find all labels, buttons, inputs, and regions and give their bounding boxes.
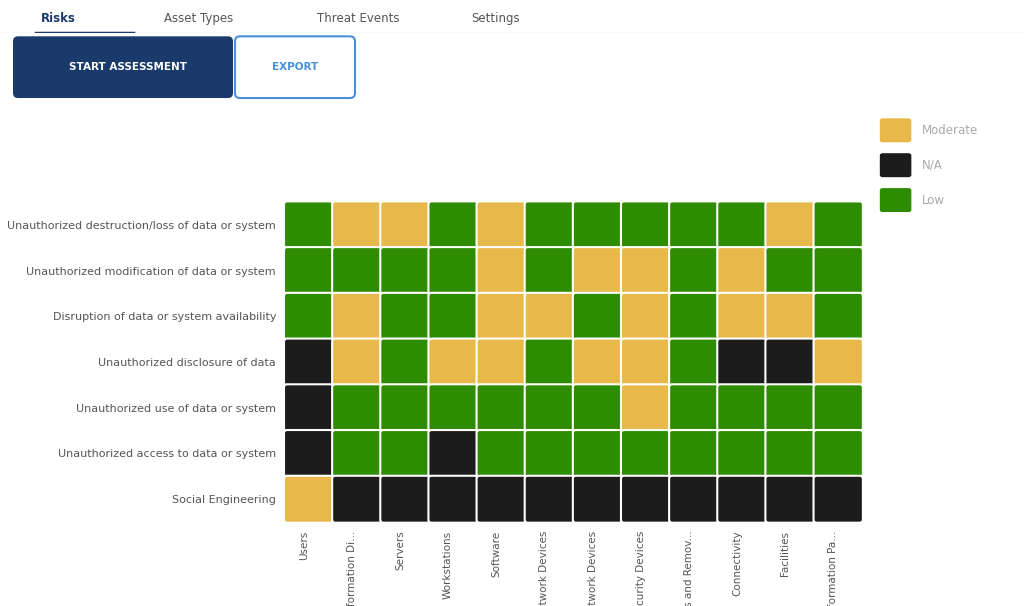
FancyBboxPatch shape xyxy=(813,476,863,523)
FancyBboxPatch shape xyxy=(669,384,719,431)
FancyBboxPatch shape xyxy=(572,430,623,477)
FancyBboxPatch shape xyxy=(880,153,911,177)
FancyBboxPatch shape xyxy=(284,476,334,523)
FancyBboxPatch shape xyxy=(765,384,815,431)
FancyBboxPatch shape xyxy=(621,476,671,523)
FancyBboxPatch shape xyxy=(476,339,526,385)
FancyBboxPatch shape xyxy=(572,384,623,431)
FancyBboxPatch shape xyxy=(813,430,863,477)
Text: START ASSESSMENT: START ASSESSMENT xyxy=(69,62,187,72)
Text: EXPORT: EXPORT xyxy=(272,62,318,72)
FancyBboxPatch shape xyxy=(572,476,623,523)
FancyBboxPatch shape xyxy=(669,339,719,385)
FancyBboxPatch shape xyxy=(880,188,911,212)
FancyBboxPatch shape xyxy=(621,293,671,340)
Text: Moderate: Moderate xyxy=(922,124,978,137)
FancyBboxPatch shape xyxy=(332,430,382,477)
FancyBboxPatch shape xyxy=(813,247,863,294)
FancyBboxPatch shape xyxy=(380,293,430,340)
FancyBboxPatch shape xyxy=(284,201,334,248)
FancyBboxPatch shape xyxy=(765,247,815,294)
FancyBboxPatch shape xyxy=(332,201,382,248)
FancyBboxPatch shape xyxy=(332,384,382,431)
FancyBboxPatch shape xyxy=(428,201,478,248)
FancyBboxPatch shape xyxy=(428,384,478,431)
FancyBboxPatch shape xyxy=(476,293,526,340)
FancyBboxPatch shape xyxy=(813,384,863,431)
FancyBboxPatch shape xyxy=(717,384,767,431)
Text: Risks: Risks xyxy=(41,12,76,25)
Text: Settings: Settings xyxy=(471,12,519,25)
FancyBboxPatch shape xyxy=(621,430,671,477)
FancyBboxPatch shape xyxy=(428,293,478,340)
Text: Threat Events: Threat Events xyxy=(317,12,400,25)
FancyBboxPatch shape xyxy=(572,201,623,248)
FancyBboxPatch shape xyxy=(669,476,719,523)
FancyBboxPatch shape xyxy=(284,384,334,431)
FancyBboxPatch shape xyxy=(813,201,863,248)
FancyBboxPatch shape xyxy=(524,247,574,294)
Text: Low: Low xyxy=(922,193,944,207)
FancyBboxPatch shape xyxy=(813,293,863,340)
FancyBboxPatch shape xyxy=(524,384,574,431)
FancyBboxPatch shape xyxy=(669,293,719,340)
FancyBboxPatch shape xyxy=(813,339,863,385)
FancyBboxPatch shape xyxy=(717,201,767,248)
FancyBboxPatch shape xyxy=(332,247,382,294)
FancyBboxPatch shape xyxy=(428,476,478,523)
FancyBboxPatch shape xyxy=(476,247,526,294)
FancyBboxPatch shape xyxy=(717,293,767,340)
FancyBboxPatch shape xyxy=(380,476,430,523)
FancyBboxPatch shape xyxy=(524,476,574,523)
FancyBboxPatch shape xyxy=(524,430,574,477)
FancyBboxPatch shape xyxy=(669,430,719,477)
FancyBboxPatch shape xyxy=(621,247,671,294)
Text: N/A: N/A xyxy=(922,159,942,171)
FancyBboxPatch shape xyxy=(717,247,767,294)
FancyBboxPatch shape xyxy=(717,430,767,477)
FancyBboxPatch shape xyxy=(380,247,430,294)
FancyBboxPatch shape xyxy=(669,247,719,294)
FancyBboxPatch shape xyxy=(717,476,767,523)
FancyBboxPatch shape xyxy=(621,201,671,248)
FancyBboxPatch shape xyxy=(428,430,478,477)
FancyBboxPatch shape xyxy=(13,36,233,98)
FancyBboxPatch shape xyxy=(524,201,574,248)
FancyBboxPatch shape xyxy=(284,247,334,294)
FancyBboxPatch shape xyxy=(572,247,623,294)
FancyBboxPatch shape xyxy=(380,339,430,385)
FancyBboxPatch shape xyxy=(332,293,382,340)
FancyBboxPatch shape xyxy=(332,476,382,523)
FancyBboxPatch shape xyxy=(880,118,911,142)
FancyBboxPatch shape xyxy=(428,339,478,385)
FancyBboxPatch shape xyxy=(524,339,574,385)
FancyBboxPatch shape xyxy=(765,476,815,523)
FancyBboxPatch shape xyxy=(476,384,526,431)
FancyBboxPatch shape xyxy=(284,430,334,477)
FancyBboxPatch shape xyxy=(380,430,430,477)
FancyBboxPatch shape xyxy=(476,201,526,248)
FancyBboxPatch shape xyxy=(669,201,719,248)
FancyBboxPatch shape xyxy=(621,339,671,385)
FancyBboxPatch shape xyxy=(332,339,382,385)
FancyBboxPatch shape xyxy=(572,339,623,385)
FancyBboxPatch shape xyxy=(380,201,430,248)
FancyBboxPatch shape xyxy=(765,339,815,385)
FancyBboxPatch shape xyxy=(380,384,430,431)
FancyBboxPatch shape xyxy=(284,339,334,385)
FancyBboxPatch shape xyxy=(524,293,574,340)
FancyBboxPatch shape xyxy=(428,247,478,294)
FancyBboxPatch shape xyxy=(765,293,815,340)
FancyBboxPatch shape xyxy=(765,430,815,477)
Text: Asset Types: Asset Types xyxy=(164,12,233,25)
FancyBboxPatch shape xyxy=(476,430,526,477)
FancyBboxPatch shape xyxy=(765,201,815,248)
FancyBboxPatch shape xyxy=(621,384,671,431)
FancyBboxPatch shape xyxy=(476,476,526,523)
FancyBboxPatch shape xyxy=(717,339,767,385)
FancyBboxPatch shape xyxy=(234,36,355,98)
FancyBboxPatch shape xyxy=(284,293,334,340)
FancyBboxPatch shape xyxy=(572,293,623,340)
